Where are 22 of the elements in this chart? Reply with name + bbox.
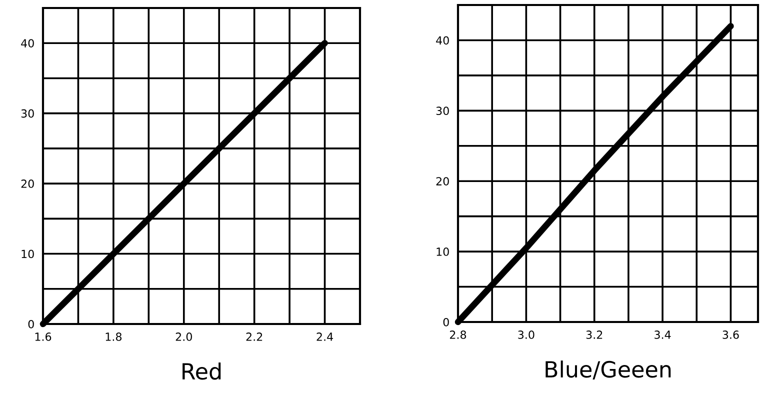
x-tick-label: 2.4 [316,332,333,341]
x-tick-label: 3.6 [722,330,739,339]
x-tick-label: 3.4 [654,330,671,339]
x-tick-label: 2.8 [450,330,466,339]
y-tick-label: 20 [21,180,34,188]
x-tick-label: 1.6 [35,332,52,341]
y-tick-label: 0 [28,320,34,328]
y-tick-label: 0 [443,318,449,326]
x-tick-label: 2.0 [176,332,192,341]
x-tick-label: 1.8 [106,332,122,341]
x-tick-label: 3.0 [518,330,534,339]
y-tick-label: 20 [436,177,449,186]
y-tick-label: 10 [436,248,449,256]
x-tick-label: 2.2 [246,332,262,341]
y-tick-label: 40 [436,36,449,45]
x-axis-title: Blue/Geeen [546,360,671,380]
y-tick-label: 10 [22,250,34,258]
y-tick-label: 30 [21,109,34,118]
y-tick-label: 30 [436,106,449,116]
y-tick-label: 40 [21,39,34,48]
x-tick-label: 3.2 [586,330,602,339]
x-axis-title: Red [182,362,221,380]
